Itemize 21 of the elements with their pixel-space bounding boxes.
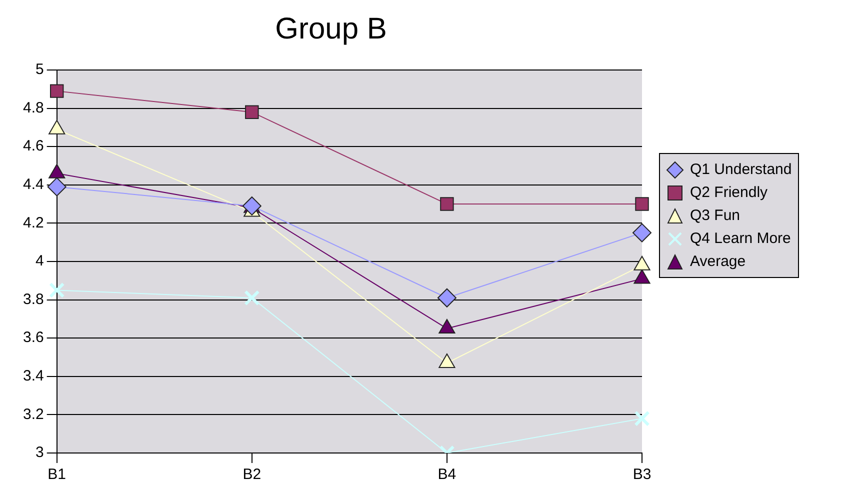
y-tick-label: 5 [36, 61, 44, 78]
y-tick-label: 4.6 [22, 138, 44, 155]
legend-label: Average [690, 253, 746, 270]
x-tick-label: B2 [242, 466, 262, 484]
legend-label: Q4 Learn More [690, 230, 791, 247]
y-tick-label: 3.8 [22, 290, 44, 308]
y-tick-label: 3.4 [22, 368, 44, 385]
y-tick-label: 3.6 [22, 329, 44, 346]
legend-label: Q2 Friendly [690, 184, 768, 201]
y-tick-label: 4.8 [22, 99, 44, 116]
y-tick-label: 4 [36, 252, 44, 270]
y-tick-label: 3 [36, 444, 44, 462]
x-tick-label: B4 [438, 466, 456, 484]
x-tick-label: B3 [632, 466, 652, 484]
y-tick-label: 4.2 [22, 214, 44, 232]
chart-title: Group B [275, 12, 387, 46]
y-tick-label: 4.4 [22, 176, 44, 194]
legend-label: Q3 Fun [690, 207, 740, 224]
y-tick-label: 3.2 [22, 406, 44, 423]
legend-label: Q1 Understand [690, 161, 792, 178]
x-tick-label: B1 [48, 466, 66, 484]
